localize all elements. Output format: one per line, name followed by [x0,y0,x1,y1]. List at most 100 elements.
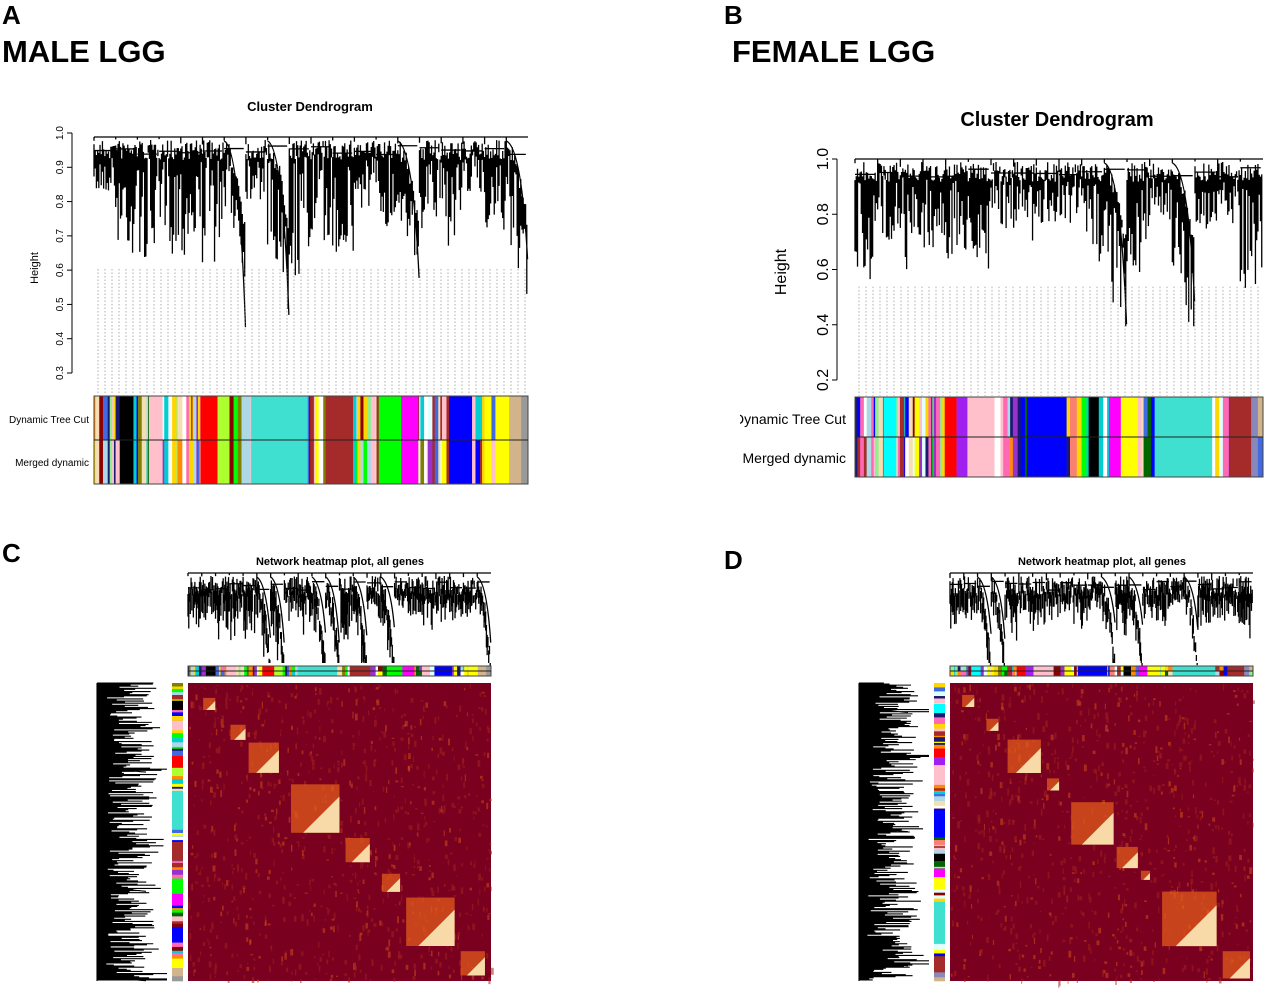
heatmap-cell [1108,687,1110,693]
module-color-segment [934,895,945,899]
heatmap-cell [290,725,294,730]
heatmap-cell [1094,911,1097,915]
heatmap-cell [418,895,421,900]
module-color-segment [934,713,945,716]
module-color-segment [938,397,941,437]
heatmap-cell [288,792,291,797]
heatmap-cell [214,963,217,969]
heatmap-cell [192,962,196,967]
heatmap-cell [188,971,190,974]
heatmap-cell [246,915,248,919]
module-color-segment [1161,671,1166,676]
module-color-segment [968,671,972,676]
module-color-segment [1086,397,1089,437]
heatmap-cell [273,783,276,789]
heatmap-cell [207,884,211,887]
heatmap-cell [1168,945,1170,951]
heatmap-cell [1013,720,1017,723]
heatmap-cell [280,795,282,798]
module-color-segment [1117,671,1122,676]
heatmap-cell [1053,770,1056,773]
heatmap-cell [231,870,234,875]
heatmap-cell [209,800,212,805]
heatmap-cell [348,688,350,693]
module-color-segment [190,671,195,676]
heatmap-cell [477,807,480,812]
heatmap-cell [203,687,206,690]
heatmap-cell [1192,780,1194,786]
panel-letter-c: C [2,538,21,568]
heatmap-cell [1173,889,1176,892]
heatmap-cell [1159,752,1162,759]
heatmap-cell [427,837,430,842]
heatmap-cell [1117,928,1119,931]
module-color-segment [94,440,96,484]
heatmap-cell [1066,765,1070,770]
heatmap-cell [457,934,460,940]
heatmap-cell [1058,836,1061,841]
module-color-segment [172,840,183,843]
module-color-segment [931,397,933,437]
module-color-segment [353,396,357,440]
heatmap-cell [473,861,476,863]
heatmap-cell [201,779,204,785]
heatmap-cell [1178,720,1180,726]
heatmap-cell [417,823,420,831]
heatmap-cell [1139,816,1142,824]
heatmap-cell [360,862,362,869]
heatmap-cell [1113,887,1117,889]
heatmap-cell [301,914,304,922]
module-color-segment [430,671,435,676]
heatmap-cell [407,733,410,735]
module-color-segment [172,720,183,731]
heatmap-cell [994,686,997,694]
heatmap-cell [191,845,194,849]
heatmap-cell [362,925,365,931]
heatmap-cell [1183,722,1186,730]
heatmap-cell [1192,836,1195,840]
heatmap-cell [1136,956,1140,962]
heatmap-cell [445,952,448,960]
heatmap-cell [1061,913,1065,915]
heatmap-cell [207,779,211,782]
heatmap-cell [1136,690,1138,696]
heatmap-cell [1043,803,1045,809]
module-color-segment [934,698,945,702]
heatmap-cell [1017,734,1020,741]
heatmap-cell [459,912,462,917]
module-color-segment [883,397,897,437]
heatmap-cell [1199,754,1202,761]
module-color-segment [235,666,239,671]
heatmap-cell [954,793,956,798]
heatmap-cell [372,791,375,793]
heatmap-cell [341,701,343,707]
module-color-segment [934,794,945,797]
heatmap-cell [371,959,374,967]
heatmap-cell [1125,747,1128,755]
module-color-segment [274,666,283,671]
heatmap-cell [314,709,316,714]
heatmap-cell [349,780,351,786]
module-color-segment [996,397,1001,437]
module-color-segment [966,666,969,671]
heatmap-cell [284,837,288,840]
module-color-segment [370,671,373,676]
heatmap-cell [1200,881,1204,883]
heatmap-cell [457,942,459,949]
heatmap-cell [362,761,366,765]
module-color-segment [182,396,187,440]
heatmap-cell [314,687,317,692]
module-color-segment [967,397,995,437]
heatmap-cell [369,850,372,855]
heatmap-cell [1003,733,1006,740]
heatmap-cell [1050,913,1053,918]
heatmap-cell [478,873,482,881]
module-color-segment [1244,671,1250,676]
module-color-segment [934,800,945,807]
heatmap-cell [489,798,492,801]
heatmap-cell [291,867,293,871]
heatmap-cell [986,937,989,944]
heatmap-cell [401,725,404,730]
heatmap-cell [1114,791,1118,797]
heatmap-cell [1129,836,1132,842]
